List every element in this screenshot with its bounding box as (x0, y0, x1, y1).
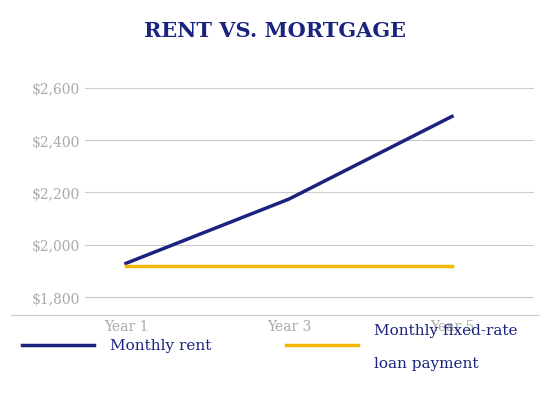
Text: Monthly rent: Monthly rent (110, 338, 211, 352)
Text: RENT VS. MORTGAGE: RENT VS. MORTGAGE (144, 21, 406, 41)
Text: Monthly fixed-rate: Monthly fixed-rate (374, 324, 518, 338)
Text: loan payment: loan payment (374, 356, 478, 370)
